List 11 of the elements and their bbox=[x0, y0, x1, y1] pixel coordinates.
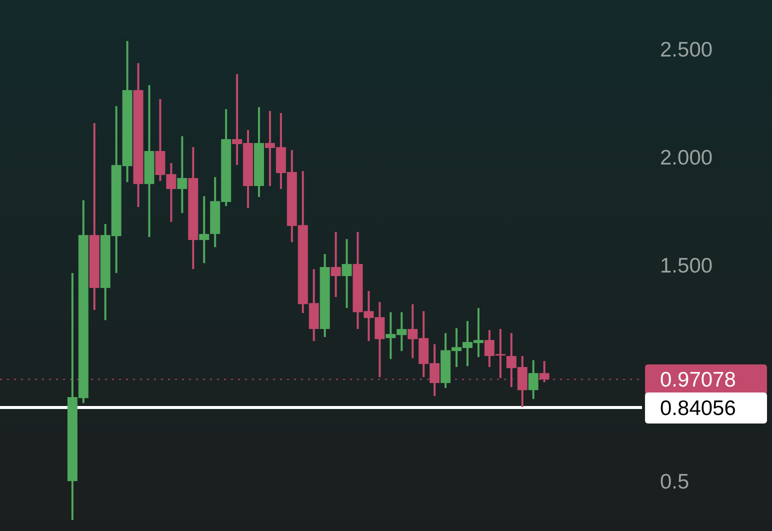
ref-line-label: 0.97078 bbox=[660, 368, 736, 392]
candlestick bbox=[177, 135, 188, 214]
candlestick bbox=[199, 195, 210, 264]
y-tick-label: 2.000 bbox=[660, 146, 713, 170]
y-tick-label: 0.5 bbox=[660, 470, 690, 494]
y-tick-label: 1.500 bbox=[660, 254, 713, 278]
y-tick-label: 2.500 bbox=[660, 38, 713, 62]
candlestick bbox=[342, 238, 352, 310]
ref-line-label: 0.84056 bbox=[660, 396, 736, 420]
candlestick bbox=[330, 231, 341, 298]
candlestick bbox=[528, 359, 538, 400]
